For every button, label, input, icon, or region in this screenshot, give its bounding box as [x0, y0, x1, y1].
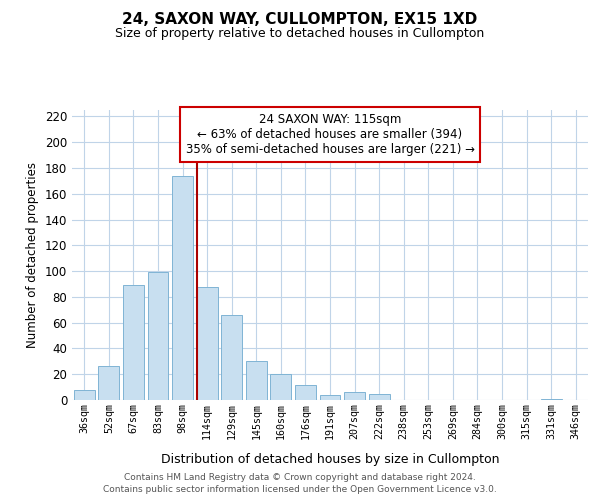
- Bar: [172, 176, 193, 400]
- Bar: [541, 398, 562, 400]
- Y-axis label: Number of detached properties: Number of detached properties: [26, 162, 39, 348]
- Text: Contains HM Land Registry data © Crown copyright and database right 2024.: Contains HM Land Registry data © Crown c…: [124, 472, 476, 482]
- Bar: [368, 394, 389, 400]
- X-axis label: Distribution of detached houses by size in Cullompton: Distribution of detached houses by size …: [161, 452, 499, 466]
- Text: Contains public sector information licensed under the Open Government Licence v3: Contains public sector information licen…: [103, 485, 497, 494]
- Bar: [344, 392, 365, 400]
- Bar: [74, 390, 95, 400]
- Bar: [221, 315, 242, 400]
- Bar: [246, 362, 267, 400]
- Bar: [320, 395, 340, 400]
- Bar: [148, 272, 169, 400]
- Bar: [271, 374, 292, 400]
- Bar: [295, 384, 316, 400]
- Text: 24 SAXON WAY: 115sqm
← 63% of detached houses are smaller (394)
35% of semi-deta: 24 SAXON WAY: 115sqm ← 63% of detached h…: [185, 113, 475, 156]
- Bar: [98, 366, 119, 400]
- Bar: [123, 286, 144, 400]
- Text: Size of property relative to detached houses in Cullompton: Size of property relative to detached ho…: [115, 28, 485, 40]
- Text: 24, SAXON WAY, CULLOMPTON, EX15 1XD: 24, SAXON WAY, CULLOMPTON, EX15 1XD: [122, 12, 478, 28]
- Bar: [197, 286, 218, 400]
